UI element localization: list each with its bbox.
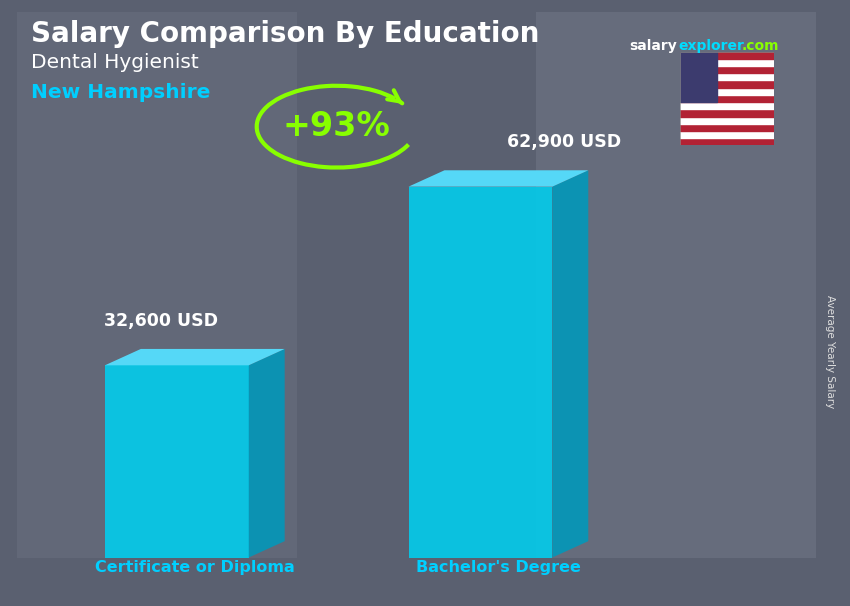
Bar <box>680 124 774 131</box>
Bar <box>680 81 774 88</box>
Polygon shape <box>552 170 588 558</box>
Polygon shape <box>105 365 249 558</box>
Text: Salary Comparison By Education: Salary Comparison By Education <box>31 21 540 48</box>
Bar <box>680 116 774 124</box>
Polygon shape <box>249 349 285 558</box>
Text: .com: .com <box>742 39 779 53</box>
Bar <box>680 73 774 81</box>
Text: Average Yearly Salary: Average Yearly Salary <box>824 295 835 408</box>
Bar <box>680 88 774 95</box>
Text: +93%: +93% <box>283 110 390 143</box>
Polygon shape <box>409 187 552 558</box>
Polygon shape <box>105 349 285 365</box>
Bar <box>680 138 774 145</box>
Bar <box>680 52 774 59</box>
Text: Bachelor's Degree: Bachelor's Degree <box>416 561 581 575</box>
Text: 32,600 USD: 32,600 USD <box>104 312 218 330</box>
Bar <box>680 131 774 138</box>
Text: salary: salary <box>629 39 677 53</box>
Bar <box>680 102 774 109</box>
Text: New Hampshire: New Hampshire <box>31 83 211 102</box>
Text: 62,900 USD: 62,900 USD <box>507 133 621 152</box>
Bar <box>680 109 774 116</box>
Text: Certificate or Diploma: Certificate or Diploma <box>95 561 295 575</box>
Bar <box>680 59 774 66</box>
Text: explorer: explorer <box>678 39 745 53</box>
Polygon shape <box>17 12 297 558</box>
Polygon shape <box>536 12 816 558</box>
Bar <box>680 52 717 102</box>
Polygon shape <box>409 170 588 187</box>
Bar <box>680 66 774 73</box>
Text: Dental Hygienist: Dental Hygienist <box>31 53 199 72</box>
Bar <box>680 95 774 102</box>
